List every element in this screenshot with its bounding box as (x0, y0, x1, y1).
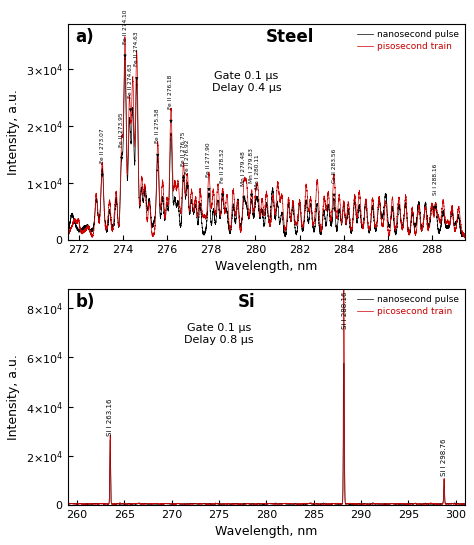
Text: Fe II 276.18: Fe II 276.18 (168, 75, 173, 109)
Line: nanosecond pulse: nanosecond pulse (68, 58, 465, 237)
picosecond train (85, 501, 91, 507)
nanosecond pulse (341, 360, 346, 366)
X-axis label: Wavelength, nm: Wavelength, nm (215, 525, 318, 538)
nanosecond pulse (65, 501, 71, 507)
Text: Fe II 276.92: Fe II 276.92 (185, 140, 190, 174)
picosecond train (65, 500, 71, 507)
Text: Si: Si (238, 293, 255, 311)
Text: Fe II 274.63: Fe II 274.63 (134, 32, 139, 66)
pisosecond train (459, 228, 465, 235)
nanosecond pulse (462, 234, 467, 240)
Text: Cr II 283.56: Cr II 283.56 (331, 149, 337, 183)
Text: Fe II 273.95: Fe II 273.95 (119, 112, 124, 147)
pisosecond train (122, 33, 128, 40)
pisosecond train (215, 184, 220, 190)
Text: Mn I 279.83: Mn I 279.83 (249, 148, 254, 183)
Text: Fe II 277.90: Fe II 277.90 (207, 143, 211, 177)
Line: picosecond train: picosecond train (68, 249, 465, 504)
X-axis label: Wavelength, nm: Wavelength, nm (215, 260, 318, 273)
nanosecond pulse (85, 501, 91, 507)
Text: Gate 0.1 µs
Delay 0.4 µs: Gate 0.1 µs Delay 0.4 µs (212, 71, 282, 93)
Text: Si I 288.16: Si I 288.16 (342, 292, 348, 329)
picosecond train (381, 501, 387, 507)
nanosecond pulse (65, 229, 71, 235)
pisosecond train (243, 177, 249, 183)
Text: Fe II 274.10: Fe II 274.10 (122, 9, 128, 44)
nanosecond pulse (463, 501, 468, 507)
pisosecond train (159, 183, 165, 189)
Text: Fe II 278.52: Fe II 278.52 (220, 148, 225, 183)
picosecond train (300, 500, 306, 507)
Text: Fe II 275.58: Fe II 275.58 (155, 108, 160, 143)
nanosecond pulse (360, 501, 365, 507)
Text: a): a) (75, 28, 94, 46)
Text: Gate 0.1 µs
Delay 0.8 µs: Gate 0.1 µs Delay 0.8 µs (184, 323, 254, 345)
Line: nanosecond pulse: nanosecond pulse (68, 363, 465, 504)
pisosecond train (463, 235, 468, 241)
nanosecond pulse (122, 54, 128, 61)
nanosecond pulse (381, 501, 387, 507)
Text: Mn I 280.11: Mn I 280.11 (255, 154, 260, 189)
picosecond train (318, 501, 323, 507)
Line: pisosecond train: pisosecond train (68, 37, 465, 238)
Text: Steel: Steel (266, 28, 314, 46)
Text: Si I 288.16: Si I 288.16 (433, 164, 438, 196)
Y-axis label: Intensity, a.u.: Intensity, a.u. (7, 354, 20, 440)
nanosecond pulse (161, 211, 167, 217)
picosecond train (219, 501, 225, 507)
Y-axis label: Intensity, a.u.: Intensity, a.u. (7, 89, 20, 175)
Text: Si I 263.16: Si I 263.16 (107, 398, 113, 436)
pisosecond train (157, 201, 163, 207)
nanosecond pulse (463, 234, 468, 240)
Text: Fe II 273.07: Fe II 273.07 (100, 129, 105, 163)
Text: Si I 298.76: Si I 298.76 (441, 439, 447, 476)
pisosecond train (65, 233, 71, 239)
Legend: nanosecond pulse, picosecond train: nanosecond pulse, picosecond train (356, 293, 461, 318)
picosecond train (463, 501, 468, 507)
Text: Mn I 279.48: Mn I 279.48 (241, 151, 246, 186)
nanosecond pulse (209, 501, 214, 507)
picosecond train (360, 501, 365, 507)
nanosecond pulse (348, 501, 354, 507)
nanosecond pulse (159, 198, 165, 204)
Text: b): b) (75, 293, 95, 311)
picosecond train (341, 245, 346, 252)
nanosecond pulse (157, 211, 163, 217)
pisosecond train (161, 204, 167, 211)
nanosecond pulse (215, 197, 220, 204)
nanosecond pulse (318, 501, 323, 507)
Text: Fe II 274.63: Fe II 274.63 (128, 63, 133, 98)
nanosecond pulse (459, 231, 465, 238)
Legend: nanosecond pulse, pisosecond train: nanosecond pulse, pisosecond train (356, 28, 461, 53)
nanosecond pulse (300, 501, 306, 507)
nanosecond pulse (243, 200, 249, 207)
picosecond train (209, 501, 214, 507)
Text: Fe II 276.75: Fe II 276.75 (181, 131, 186, 166)
